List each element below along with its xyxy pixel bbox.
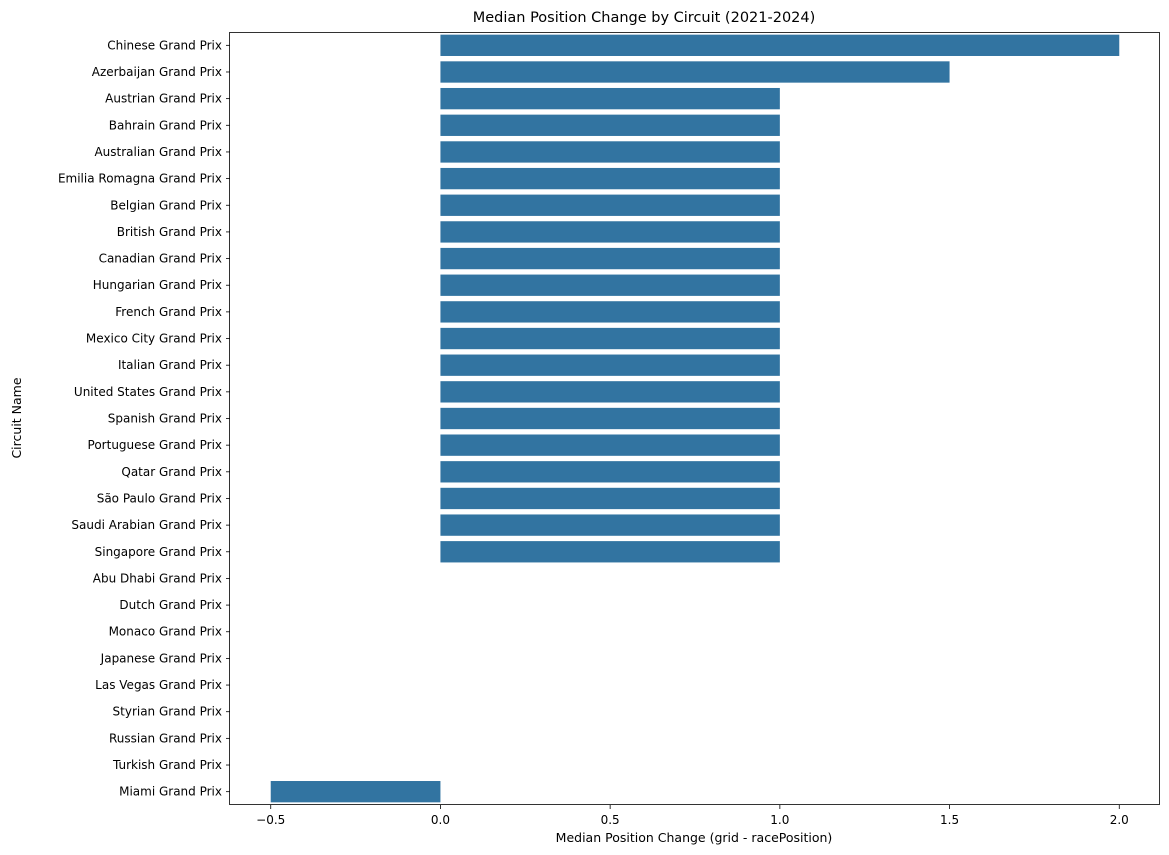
y-tick-label-1: Azerbaijan Grand Prix (92, 65, 222, 79)
y-tick-label-9: Hungarian Grand Prix (93, 278, 222, 292)
bar-16 (440, 461, 780, 483)
bar-18 (440, 514, 780, 536)
y-tick-label-14: Spanish Grand Prix (108, 412, 222, 426)
bar-19 (440, 541, 780, 563)
x-tick-label-1: 0.0 (431, 813, 450, 827)
y-tick-label-16: Qatar Grand Prix (121, 465, 222, 479)
x-tick-label-5: 2.0 (1110, 813, 1129, 827)
bar-15 (440, 434, 780, 456)
y-tick-label-6: Belgian Grand Prix (110, 198, 222, 212)
bar-1 (440, 61, 950, 83)
y-tick-label-3: Bahrain Grand Prix (109, 118, 222, 132)
bar-0 (440, 34, 1120, 56)
y-tick-label-18: Saudi Arabian Grand Prix (71, 518, 222, 532)
y-tick-label-7: British Grand Prix (117, 225, 222, 239)
bar-8 (440, 247, 780, 270)
y-tick-label-5: Emilia Romagna Grand Prix (58, 172, 222, 186)
y-tick-label-25: Styrian Grand Prix (113, 705, 222, 719)
y-tick-label-23: Japanese Grand Prix (100, 651, 222, 665)
y-tick-label-27: Turkish Grand Prix (112, 758, 222, 772)
y-tick-label-11: Mexico City Grand Prix (86, 332, 222, 346)
y-tick-label-15: Portuguese Grand Prix (88, 438, 222, 452)
x-tick-label-2: 0.5 (601, 813, 620, 827)
bar-2 (440, 87, 780, 110)
bar-4 (440, 141, 780, 163)
y-tick-label-22: Monaco Grand Prix (109, 625, 222, 639)
y-tick-label-19: Singapore Grand Prix (95, 545, 222, 559)
x-tick-label-4: 1.5 (940, 813, 959, 827)
bar-7 (440, 221, 780, 243)
y-tick-label-17: São Paulo Grand Prix (97, 491, 222, 505)
y-tick-label-26: Russian Grand Prix (109, 731, 222, 745)
y-tick-label-12: Italian Grand Prix (118, 358, 222, 372)
y-tick-label-20: Abu Dhabi Grand Prix (93, 571, 222, 585)
bar-5 (440, 167, 780, 190)
bar-3 (440, 114, 780, 136)
bar-11 (440, 327, 780, 350)
y-tick-label-21: Dutch Grand Prix (119, 598, 222, 612)
x-axis: −0.5 0.0 0.5 1.0 1.5 2.0 (256, 805, 1129, 827)
y-tick-label-24: Las Vegas Grand Prix (95, 678, 222, 692)
chart-title: Median Position Change by Circuit (2021-… (473, 10, 816, 26)
x-tick-label-3: 1.0 (770, 813, 789, 827)
y-tick-label-0: Chinese Grand Prix (107, 38, 222, 52)
y-tick-label-2: Austrian Grand Prix (105, 92, 222, 106)
bar-17 (440, 487, 780, 510)
y-tick-label-10: French Grand Prix (115, 305, 222, 319)
bar-10 (440, 301, 780, 323)
bar-12 (440, 354, 780, 376)
y-tick-label-4: Australian Grand Prix (94, 145, 222, 159)
y-axis-label: Circuit Name (9, 377, 24, 458)
bar-14 (440, 407, 780, 430)
y-axis: Chinese Grand Prix Azerbaijan Grand Prix A… (58, 38, 230, 799)
bar-9 (440, 274, 780, 296)
bar-28 (270, 781, 441, 803)
x-tick-label-0: −0.5 (256, 813, 285, 827)
bar-13 (440, 381, 780, 403)
y-tick-label-13: United States Grand Prix (74, 385, 222, 399)
y-tick-label-8: Canadian Grand Prix (99, 252, 222, 266)
bar-6 (440, 194, 780, 216)
bars-group (270, 34, 1120, 803)
x-axis-label: Median Position Change (grid - racePosit… (556, 830, 833, 845)
y-tick-label-28: Miami Grand Prix (119, 785, 222, 799)
plot-frame (229, 32, 1160, 805)
